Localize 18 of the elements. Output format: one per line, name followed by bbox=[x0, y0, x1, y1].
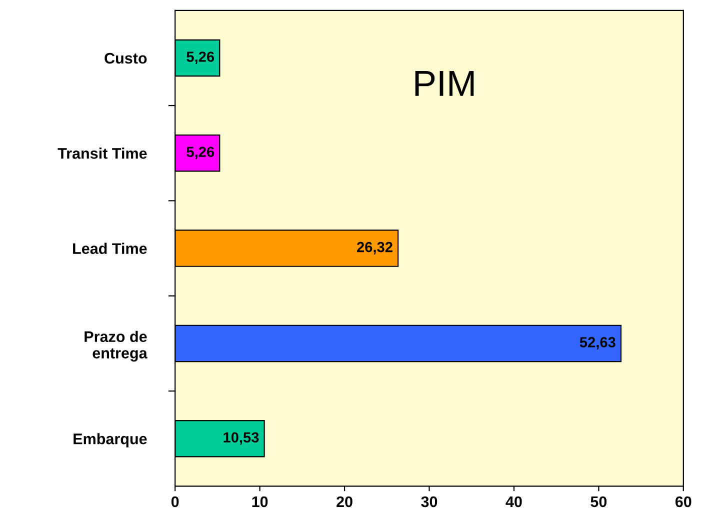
y-tick-label: Custo bbox=[104, 52, 147, 64]
data-label: 10,53 bbox=[224, 432, 259, 445]
x-tick-label: 0 bbox=[171, 496, 179, 508]
y-tick-label: Lead Time bbox=[73, 242, 147, 254]
x-tick-label: 60 bbox=[675, 496, 692, 508]
x-tick-label: 30 bbox=[421, 496, 438, 508]
data-label: 52,63 bbox=[580, 337, 616, 350]
text: PIM bbox=[415, 71, 474, 96]
data-label: 5,26 bbox=[186, 52, 214, 64]
data-label: 26,32 bbox=[357, 242, 392, 254]
y-tick-label: Embarque bbox=[74, 433, 147, 448]
x-tick-label: 50 bbox=[590, 496, 607, 508]
x-tick-label: 10 bbox=[252, 496, 268, 508]
data-label: 5,26 bbox=[186, 146, 214, 160]
x-tick-label: 40 bbox=[506, 496, 522, 508]
x-tick-label: 20 bbox=[336, 496, 352, 508]
y-tick-label: Transit Time bbox=[58, 148, 147, 159]
y-tick-label: Prazo de entrega bbox=[84, 330, 148, 362]
